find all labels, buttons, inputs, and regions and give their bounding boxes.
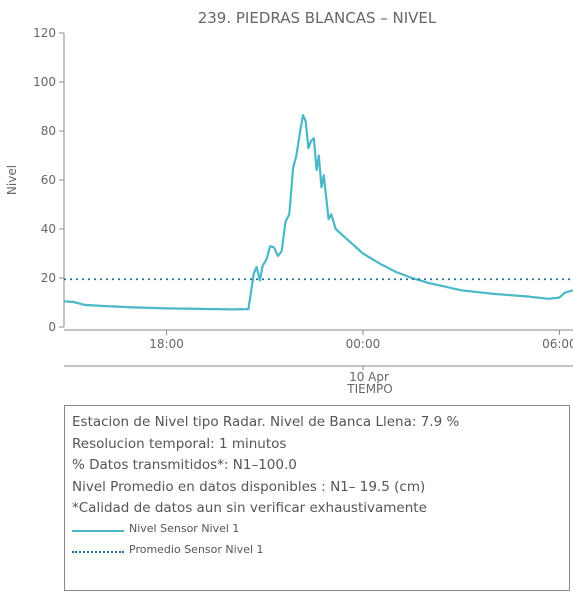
legend-item-average: Promedio Sensor Nivel 1 (72, 541, 569, 562)
x-axis-label: TIEMPO (346, 382, 393, 396)
y-tick-label: 120 (33, 26, 56, 40)
legend-swatch-solid (72, 529, 124, 532)
info-line-average: Nivel Promedio en datos disponibles : N1… (72, 478, 426, 495)
y-axis: 0 20 40 60 80 100 120 (33, 26, 65, 334)
level-chart: 239. PIEDRAS BLANCAS – NIVEL Nivel 10 Ap… (5, 9, 573, 396)
x-tick-label: 18:00 (149, 337, 184, 351)
series-layer (63, 114, 573, 311)
y-tick-label: 0 (48, 320, 56, 334)
legend-label: Promedio Sensor Nivel 1 (129, 542, 264, 556)
y-tick-label: 100 (33, 75, 56, 89)
y-tick-label: 60 (41, 173, 56, 187)
info-line-quality-note: *Calidad de datos aun sin verificar exha… (72, 500, 427, 516)
y-tick-label: 40 (41, 222, 56, 236)
y-axis-label: Nivel (5, 165, 19, 195)
info-line-resolution: Resolucion temporal: 1 minutos (72, 435, 287, 452)
chart-title: 239. PIEDRAS BLANCAS – NIVEL (198, 9, 437, 27)
info-box: Estacion de Nivel tipo Radar. Nivel de B… (64, 405, 570, 591)
x-tick-label: 00:00 (346, 337, 381, 351)
y-tick-label: 20 (41, 271, 56, 285)
info-line-bankfull: Estacion de Nivel tipo Radar. Nivel de B… (72, 414, 460, 430)
info-line-transmitted: % Datos transmitidos*: N1–100.0 (72, 457, 297, 473)
x-axis-date-label: 10 Apr (349, 370, 389, 384)
legend-item-level: Nivel Sensor Nivel 1 (72, 520, 569, 541)
x-axis: 18:00 00:00 06:00 (64, 329, 573, 370)
legend-label: Nivel Sensor Nivel 1 (129, 521, 240, 535)
series-line-nivel (63, 114, 573, 311)
x-tick-label: 06:00 (542, 337, 573, 351)
legend-swatch-dotted (72, 550, 124, 553)
y-tick-label: 80 (41, 124, 56, 138)
